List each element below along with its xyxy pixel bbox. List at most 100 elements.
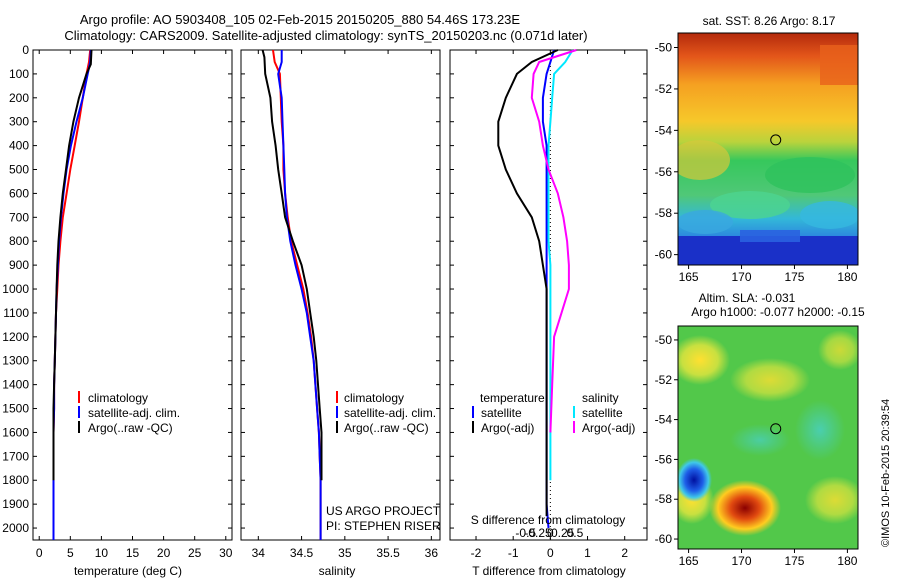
series-line-argo-raw-qc- [52,49,93,481]
map-lat-label: -58 [655,492,673,506]
map-lon-label: 175 [784,554,804,568]
x-tick-label: 5 [67,546,74,560]
depth-tick-label: 700 [9,210,29,224]
series-line-temperature-argo-adj- [497,49,559,517]
depth-tick-label: 1600 [2,425,29,439]
s-diff-tick-label: 0 [547,526,554,540]
annotation-project: US ARGO PROJECT [326,504,441,518]
temperature-x-axis: 0 5 10 15 20 25 30 [36,50,233,560]
sst-map-title: sat. SST: 8.26 Argo: 8.17 [703,14,836,28]
depth-tick-label: 800 [9,234,29,248]
depth-tick-label: 600 [9,186,29,200]
x-tick-label: -1 [508,546,519,560]
legend-swatch-temp-satellite [472,406,474,418]
depth-tick-label: 1100 [3,306,29,320]
map-lon-label: 165 [679,270,699,284]
legend-label-satellite: satellite-adj. clim. [344,406,436,420]
salinity-series [261,49,323,540]
difference-panel: -2 -1 0 1 2 T difference from climatology S … [449,49,648,578]
x-tick-label: 25 [188,546,202,560]
difference-axes-frame [449,49,648,541]
s-diff-tick-label: -0.5 [515,526,536,540]
difference-s-label: S difference from climatology [471,513,626,527]
depth-tick-label: 1300 [2,354,29,368]
x-tick-label: 20 [157,546,171,560]
depth-tick-label: 100 [9,67,29,81]
x-tick-label: -2 [471,546,482,560]
title-line-2: Climatology: CARS2009. Satellite-adjuste… [64,28,587,43]
depth-tick-label: 1400 [2,378,29,392]
x-tick-label: 30 [219,546,233,560]
x-tick-label: 36 [425,546,439,560]
sst-map-frame [677,32,859,266]
salinity-axes-frame [240,49,441,541]
x-tick-label: 34.5 [290,546,314,560]
difference-x-axis: -2 -1 0 1 2 [471,50,628,560]
legend-label-temp-satellite: satellite [481,406,522,420]
temperature-axes-frame [32,49,233,541]
sst-field [678,33,858,265]
map-lon-label: 170 [732,554,752,568]
legend-swatch-satellite [78,406,80,418]
depth-tick-label: 1900 [2,497,29,511]
legend-title-temperature: temperature [480,391,545,405]
sla-map-frame [677,325,859,550]
series-line-satellite-adj-clim- [277,50,322,540]
sla-patch [730,424,790,456]
legend-label-satellite: satellite-adj. clim. [88,406,180,420]
salinity-legend: climatology satellite-adj. clim. Argo(..… [336,391,436,435]
imos-watermark: ©IMOS 10-Feb-2015 20:39:54 [880,399,892,547]
s-diff-tick-label: -0.25 [524,526,552,540]
legend-swatch-argo [78,421,80,433]
depth-tick-label: 500 [9,163,29,177]
legend-label-climatology: climatology [88,391,148,405]
sla-map: Altim. SLA: -0.031 Argo h1000: -0.077 h2… [655,291,865,568]
difference-x-label: T difference from climatology [472,564,626,578]
series-line-salinity-argo-adj- [530,49,577,433]
map-lon-label: 170 [732,270,752,284]
legend-swatch-sal-argo [573,421,575,433]
legend-label-temp-argo: Argo(-adj) [481,421,534,435]
map-lon-label: 180 [837,270,857,284]
x-tick-label: 35 [338,546,352,560]
map-lat-label: -54 [655,123,673,137]
s-diff-tick-label: 0.5 [567,526,584,540]
salinity-x-label: salinity [319,564,356,578]
sla-warm-eddy [709,480,781,536]
series-line-climatology [52,49,92,540]
x-tick-label: 0 [36,546,43,560]
series-line-climatology [272,49,322,540]
depth-tick-label: 1000 [2,282,29,296]
legend-label-sal-argo: Argo(-adj) [582,421,635,435]
depth-axis: 0 100 200 300 400 500 600 700 800 900 1000 1100 1200… [2,43,232,535]
salinity-panel: 34 34.5 35 35.5 36 salinity climatology sate… [240,49,441,578]
sst-patch [678,140,730,180]
x-tick-label: 2 [621,546,628,560]
title-line-1: Argo profile: AO 5903408_105 02-Feb-2015… [80,12,521,27]
sst-map: sat. SST: 8.26 Argo: 8.17 165 170 175 180 -5… [655,14,859,284]
map-lon-label: 175 [784,270,804,284]
sla-map-ticks: 165 170 175 180 -50 -52 -54 -56 -58 -60 [655,333,858,568]
map-lat-label: -50 [655,333,673,347]
depth-tick-label: 300 [9,115,29,129]
float-position-marker [770,134,782,146]
x-tick-label: 0 [547,546,554,560]
temperature-panel: 0100200300400500600700800900100011001200… [2,43,232,578]
sla-patch [730,358,810,402]
depth-tick-label: 1800 [2,473,29,487]
s-diff-tick-label: 0.25 [551,526,575,540]
legend-label-climatology: climatology [344,391,404,405]
salinity-x-axis: 34 34.5 35 35.5 36 [252,50,439,560]
sla-patch [795,400,845,460]
float-position-marker [770,423,782,435]
legend-swatch-temp-argo [472,421,474,433]
map-lat-label: -54 [655,413,673,427]
legend-title-salinity: salinity [582,391,619,405]
map-lat-label: -52 [655,82,673,96]
difference-legend: temperature salinity satellite Argo(-adj… [472,391,635,435]
legend-label-argo: Argo(..raw -QC) [88,421,173,435]
difference-depth-ticks [450,49,647,529]
depth-tick-label: 1500 [2,402,29,416]
depth-tick-label: 1200 [2,330,29,344]
